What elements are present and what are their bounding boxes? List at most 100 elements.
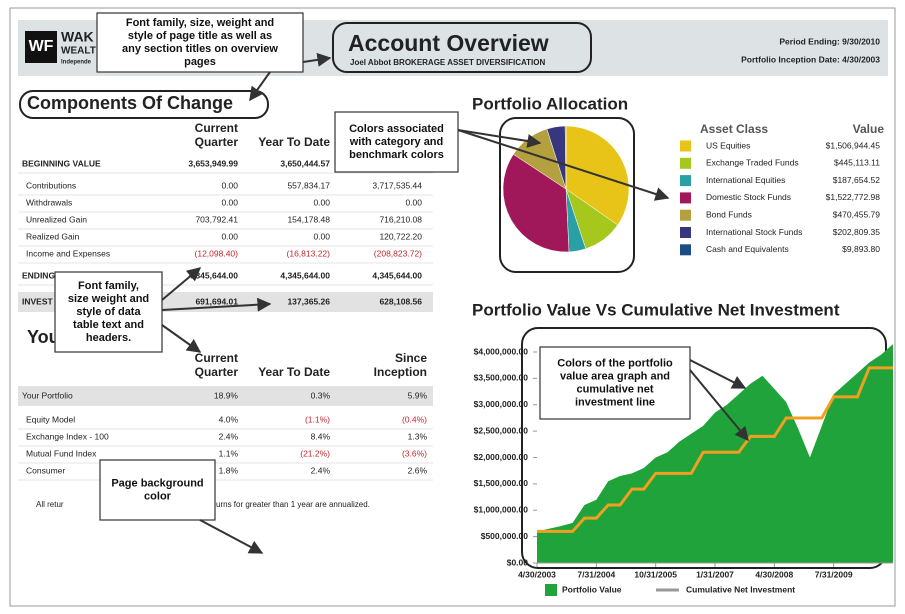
cell: 1.1% bbox=[219, 448, 239, 458]
row-label: ENDING bbox=[22, 270, 55, 280]
legend-label: Exchange Traded Funds bbox=[706, 158, 799, 168]
legend-value: $470,455.79 bbox=[833, 209, 881, 219]
x-tick-label: 7/31/2004 bbox=[577, 569, 615, 579]
legend-value: $1,522,772.98 bbox=[826, 192, 881, 202]
cell: 2.6% bbox=[408, 465, 428, 475]
cell: 18.9% bbox=[214, 390, 239, 400]
y-tick-label: $3,000,000.00 bbox=[474, 399, 529, 409]
callout-box bbox=[334, 111, 459, 173]
legend-swatch bbox=[545, 584, 557, 596]
column-header: Current bbox=[195, 351, 238, 365]
column-header: Inception bbox=[374, 365, 427, 379]
cell: (208,823.72) bbox=[374, 248, 422, 258]
logo-text: Independe bbox=[61, 60, 92, 66]
chart-title: Portfolio Allocation bbox=[472, 94, 628, 113]
cell: 4,345,644.00 bbox=[280, 270, 330, 280]
page-subtitle: Joel Abbot BROKERAGE ASSET DIVERSIFICATI… bbox=[350, 58, 545, 67]
cell: (21.2%) bbox=[300, 448, 330, 458]
cell: (3.6%) bbox=[402, 448, 427, 458]
row-label: Equity Model bbox=[26, 414, 75, 424]
callout-text: Colors of the portfolio value area graph … bbox=[557, 357, 673, 408]
period-ending: Period Ending: 9/30/2010 bbox=[779, 36, 880, 46]
arrow bbox=[689, 359, 747, 389]
column-header: Quarter bbox=[195, 365, 239, 379]
cell: (0.4%) bbox=[402, 414, 427, 424]
y-tick-label: $4,000,000.00 bbox=[474, 346, 529, 356]
arrow bbox=[249, 71, 271, 102]
cell: 0.00 bbox=[405, 197, 422, 207]
row-label: INVEST bbox=[22, 296, 54, 306]
pie-slice bbox=[502, 153, 570, 253]
cell: 1.3% bbox=[408, 431, 428, 441]
line bbox=[537, 366, 893, 533]
row-label: Realized Gain bbox=[26, 231, 80, 241]
callout-text: Font family, size weight and style of data… bbox=[68, 280, 149, 344]
section-title: You bbox=[27, 327, 60, 347]
legend-label: US Equities bbox=[706, 140, 750, 150]
x-tick-label: 4/30/2003 bbox=[518, 569, 556, 579]
legend-swatch bbox=[680, 244, 691, 256]
legend-value: $187,654.52 bbox=[833, 175, 881, 185]
callout-text: Font family, size, weight and style of pa… bbox=[122, 17, 278, 68]
cell: 2.4% bbox=[219, 431, 239, 441]
callout-text: Colors associated with category and benchm… bbox=[349, 123, 444, 161]
row-label: Consumer bbox=[26, 465, 65, 475]
legend-label: Bond Funds bbox=[706, 209, 752, 219]
column-header: Year To Date bbox=[258, 365, 330, 379]
cell: 3,650,444.57 bbox=[280, 158, 330, 168]
arrow bbox=[161, 297, 272, 312]
highlight bbox=[499, 117, 635, 273]
legend-swatch bbox=[680, 175, 691, 187]
x-tick-label: 10/31/2005 bbox=[634, 569, 677, 579]
legend-label: International Stock Funds bbox=[706, 227, 802, 237]
legend-header: Value bbox=[853, 122, 885, 136]
inception-date: Portfolio Inception Date: 4/30/2003 bbox=[741, 54, 880, 64]
cell: 3,717,535.44 bbox=[372, 180, 422, 190]
cell: (1.1%) bbox=[305, 414, 330, 424]
row-label: Exchange Index - 100 bbox=[26, 431, 109, 441]
arrow bbox=[302, 52, 332, 67]
cell: 691,694.01 bbox=[195, 296, 238, 306]
row-label: Withdrawals bbox=[26, 197, 72, 207]
callout-box bbox=[54, 271, 163, 353]
cell: 0.3% bbox=[311, 390, 331, 400]
cell: 4.0% bbox=[219, 414, 239, 424]
arrow bbox=[161, 267, 202, 301]
y-tick-label: $1,500,000.00 bbox=[474, 478, 529, 488]
highlight bbox=[332, 22, 592, 73]
cell: 2.4% bbox=[311, 465, 331, 475]
legend-value: $9,893.80 bbox=[842, 244, 880, 254]
cell: 4,345,644.00 bbox=[188, 270, 238, 280]
cell: 0.00 bbox=[313, 231, 330, 241]
cell: 0.00 bbox=[221, 231, 238, 241]
cell: (16,813.22) bbox=[287, 248, 331, 258]
arrows bbox=[161, 52, 749, 554]
legend-label: Domestic Stock Funds bbox=[706, 192, 791, 202]
highlight bbox=[19, 90, 269, 119]
cell: 154,178.48 bbox=[287, 214, 330, 224]
logo-mark: WF bbox=[29, 38, 54, 55]
cell: 3,653,949.99 bbox=[188, 158, 238, 168]
legend-label: Cash and Equivalents bbox=[706, 244, 789, 254]
legend-value: $445,113.11 bbox=[834, 158, 880, 168]
row-band bbox=[18, 386, 433, 406]
cell: 5.9% bbox=[408, 390, 428, 400]
chart-title: Portfolio Value Vs Cumulative Net Invest… bbox=[472, 300, 840, 319]
arrow bbox=[161, 324, 202, 353]
x-tick-label: 1/31/2007 bbox=[696, 569, 734, 579]
legend-swatch bbox=[680, 227, 691, 238]
y-tick-label: $2,500,000.00 bbox=[474, 425, 529, 435]
cell: 120,722.20 bbox=[379, 231, 422, 241]
cell: 4,345,644.00 bbox=[372, 270, 422, 280]
section-title: Components Of Change bbox=[27, 93, 233, 113]
logo-box bbox=[25, 31, 57, 63]
arrow bbox=[457, 129, 542, 148]
row-label: Income and Expenses bbox=[26, 248, 110, 258]
column-header: Year To Date bbox=[258, 135, 330, 149]
legend-label: Portfolio Value bbox=[562, 584, 622, 594]
callouts: Font family, size, weight and style of pa… bbox=[54, 12, 691, 521]
arrow bbox=[457, 129, 670, 201]
column-header: Since bbox=[395, 351, 427, 365]
